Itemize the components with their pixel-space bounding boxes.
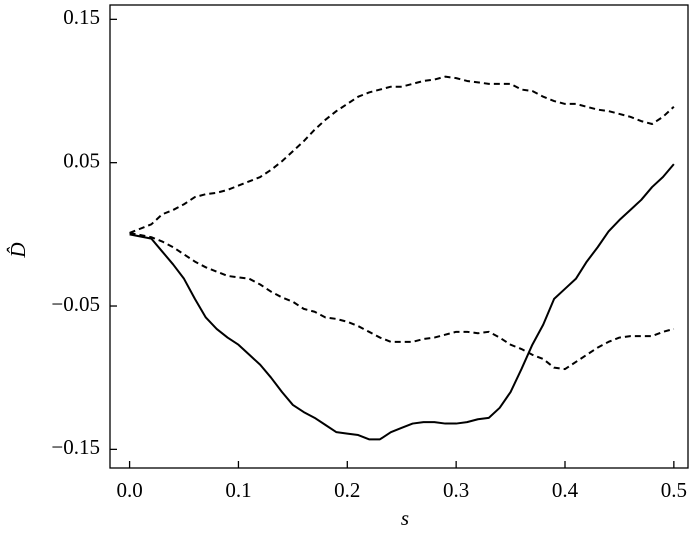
data-line bbox=[129, 163, 675, 441]
x-tick-label: 0.4 bbox=[552, 478, 579, 502]
y-axis-label: D̂ bbox=[6, 242, 30, 258]
y-tick-label: −0.15 bbox=[51, 435, 100, 459]
x-tick-label: 0.5 bbox=[661, 478, 687, 502]
x-tick-label: 0.0 bbox=[116, 478, 142, 502]
x-tick-label: 0.2 bbox=[334, 478, 360, 502]
x-tick-label: 0.1 bbox=[225, 478, 251, 502]
y-tick-label: 0.05 bbox=[63, 148, 100, 172]
x-axis-label: s bbox=[401, 506, 409, 530]
data-line bbox=[129, 231, 675, 371]
y-tick-label: −0.05 bbox=[51, 292, 100, 316]
data-line bbox=[129, 75, 675, 234]
x-tick-label: 0.3 bbox=[443, 478, 469, 502]
plot-frame bbox=[109, 4, 689, 469]
y-tick-label: 0.15 bbox=[63, 5, 100, 29]
